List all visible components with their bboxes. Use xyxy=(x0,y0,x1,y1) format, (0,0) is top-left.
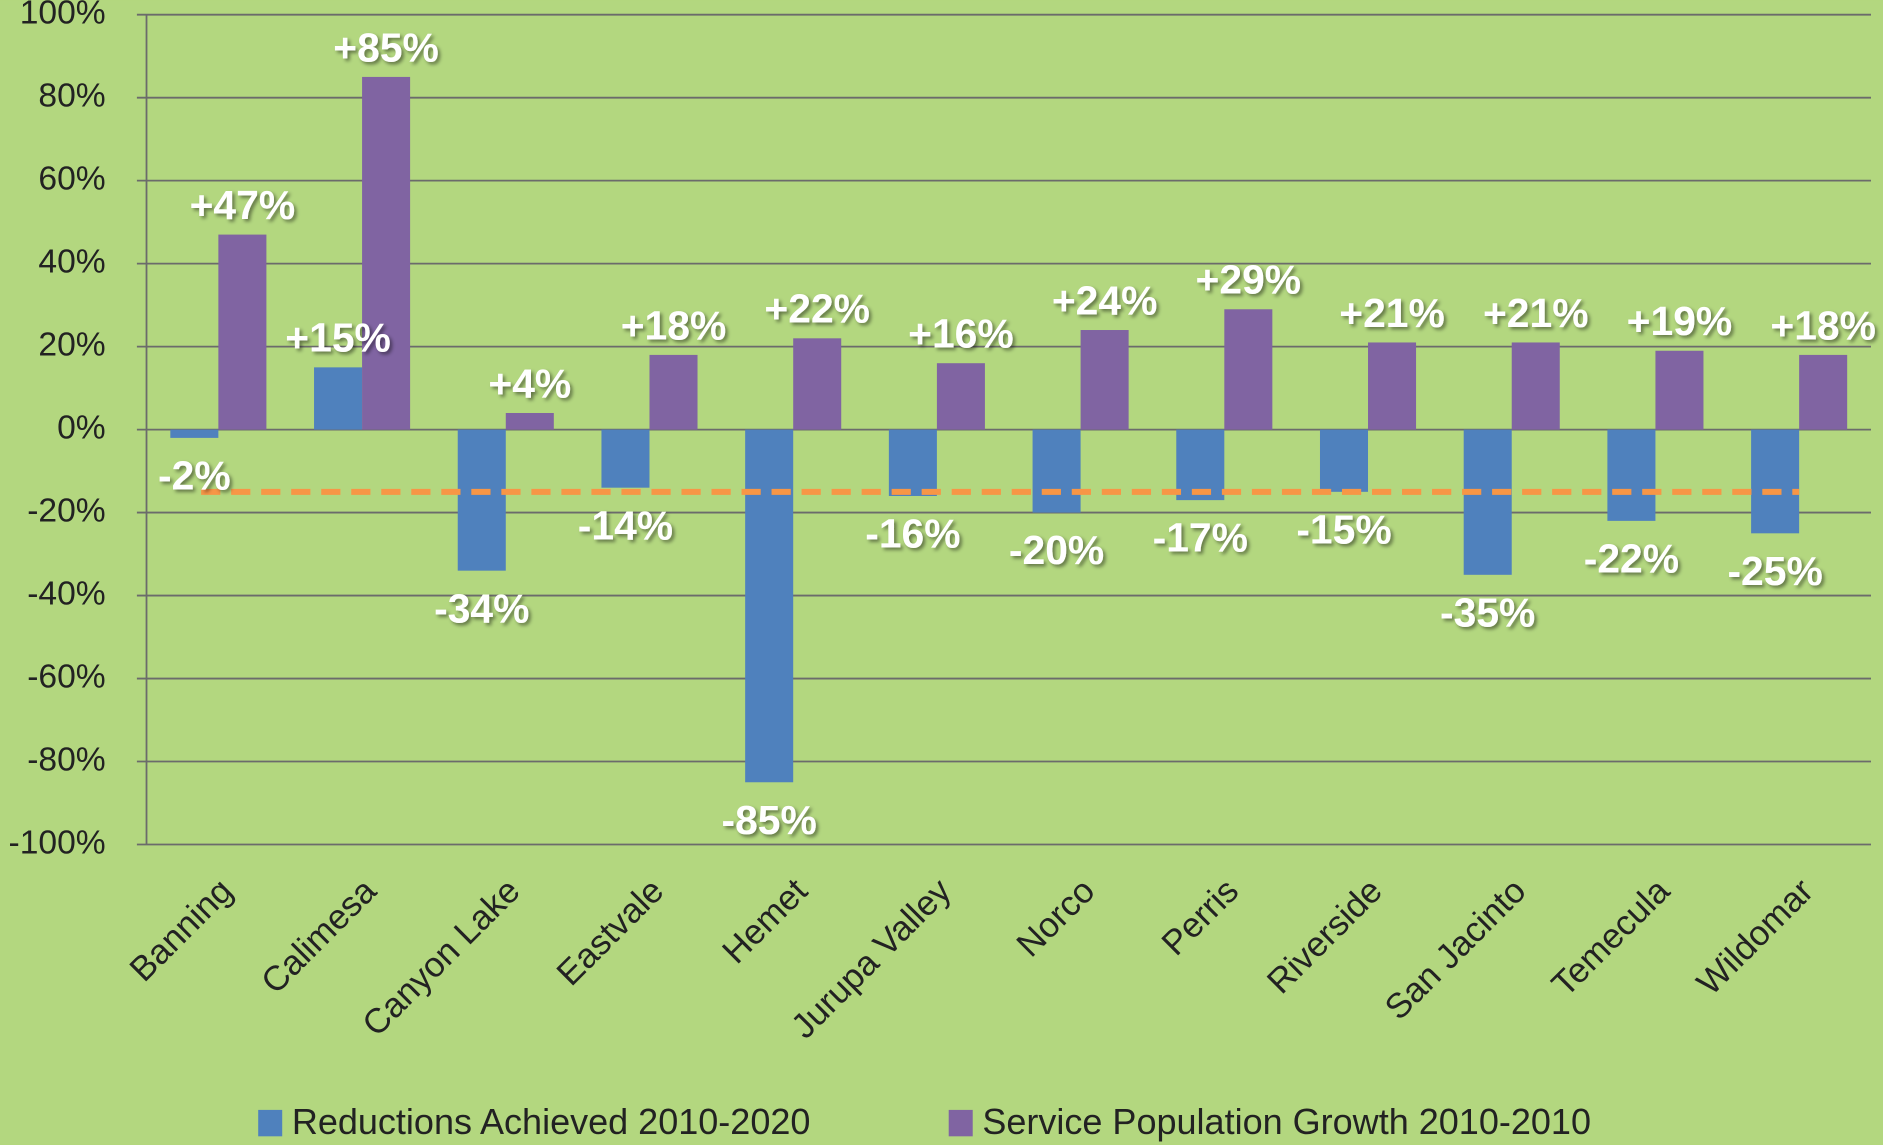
data-label: -20% xyxy=(1009,527,1104,573)
data-label: +18% xyxy=(621,302,727,348)
y-tick-label: -40% xyxy=(27,575,105,612)
legend-label: Reductions Achieved 2010-2020 xyxy=(292,1101,811,1142)
bar xyxy=(314,367,363,430)
legend-label: Service Population Growth 2010-2010 xyxy=(982,1101,1591,1142)
data-label: +29% xyxy=(1196,257,1302,303)
bar xyxy=(1176,429,1225,501)
data-label: -2% xyxy=(158,453,231,499)
data-label: +21% xyxy=(1339,290,1445,336)
y-tick-label: 60% xyxy=(38,161,105,198)
bar xyxy=(1511,342,1560,430)
y-tick-label: 40% xyxy=(38,244,105,281)
data-label: +21% xyxy=(1483,290,1589,336)
data-label: -22% xyxy=(1584,535,1679,581)
bar xyxy=(745,429,794,783)
grid: -100% -80% -60% -40% -20% 0% 20% 40% 60% 80% 100% xyxy=(9,0,1871,861)
data-label: +47% xyxy=(190,182,296,228)
data-label: +19% xyxy=(1627,298,1733,344)
y-tick-label: 80% xyxy=(38,78,105,115)
data-label: -15% xyxy=(1296,506,1391,552)
bar xyxy=(1032,429,1081,513)
bars xyxy=(170,76,1848,783)
bar xyxy=(362,76,411,430)
bar xyxy=(936,363,985,430)
bar xyxy=(218,234,267,430)
bar xyxy=(1463,429,1512,575)
data-label: +4% xyxy=(488,360,571,406)
bar xyxy=(1607,429,1656,521)
data-label: -34% xyxy=(434,585,529,631)
data-label: -14% xyxy=(578,502,673,548)
legend-swatch xyxy=(258,1109,283,1137)
data-label: -17% xyxy=(1153,515,1248,561)
bar xyxy=(649,354,698,430)
y-tick-label: -60% xyxy=(27,658,105,695)
data-label: +24% xyxy=(1052,277,1158,323)
bar xyxy=(888,429,937,496)
data-label: +85% xyxy=(333,24,439,70)
bar xyxy=(1799,354,1848,430)
bar xyxy=(1080,330,1129,430)
bar xyxy=(1319,429,1369,492)
data-label: -85% xyxy=(722,797,817,843)
bar xyxy=(1751,429,1800,534)
bar xyxy=(457,429,506,571)
bar xyxy=(1655,350,1704,430)
y-tick-label: -100% xyxy=(9,824,106,861)
data-label: +22% xyxy=(764,286,870,332)
y-tick-label: 100% xyxy=(20,0,106,32)
data-label: -25% xyxy=(1727,548,1822,594)
data-label: +18% xyxy=(1770,302,1876,348)
y-tick-label: 20% xyxy=(38,326,105,363)
y-tick-label: 0% xyxy=(57,409,106,446)
data-label: -35% xyxy=(1440,589,1535,635)
data-label: +16% xyxy=(908,311,1014,357)
legend-swatch xyxy=(948,1109,973,1137)
y-tick-label: -20% xyxy=(27,492,105,529)
bar xyxy=(601,429,650,488)
data-label: +15% xyxy=(285,315,391,361)
bar xyxy=(793,338,842,430)
bar xyxy=(1224,309,1273,430)
bar xyxy=(505,412,554,430)
bar xyxy=(170,429,219,438)
data-label: -16% xyxy=(865,511,960,557)
bar xyxy=(1368,342,1417,430)
y-tick-label: -80% xyxy=(27,741,105,778)
